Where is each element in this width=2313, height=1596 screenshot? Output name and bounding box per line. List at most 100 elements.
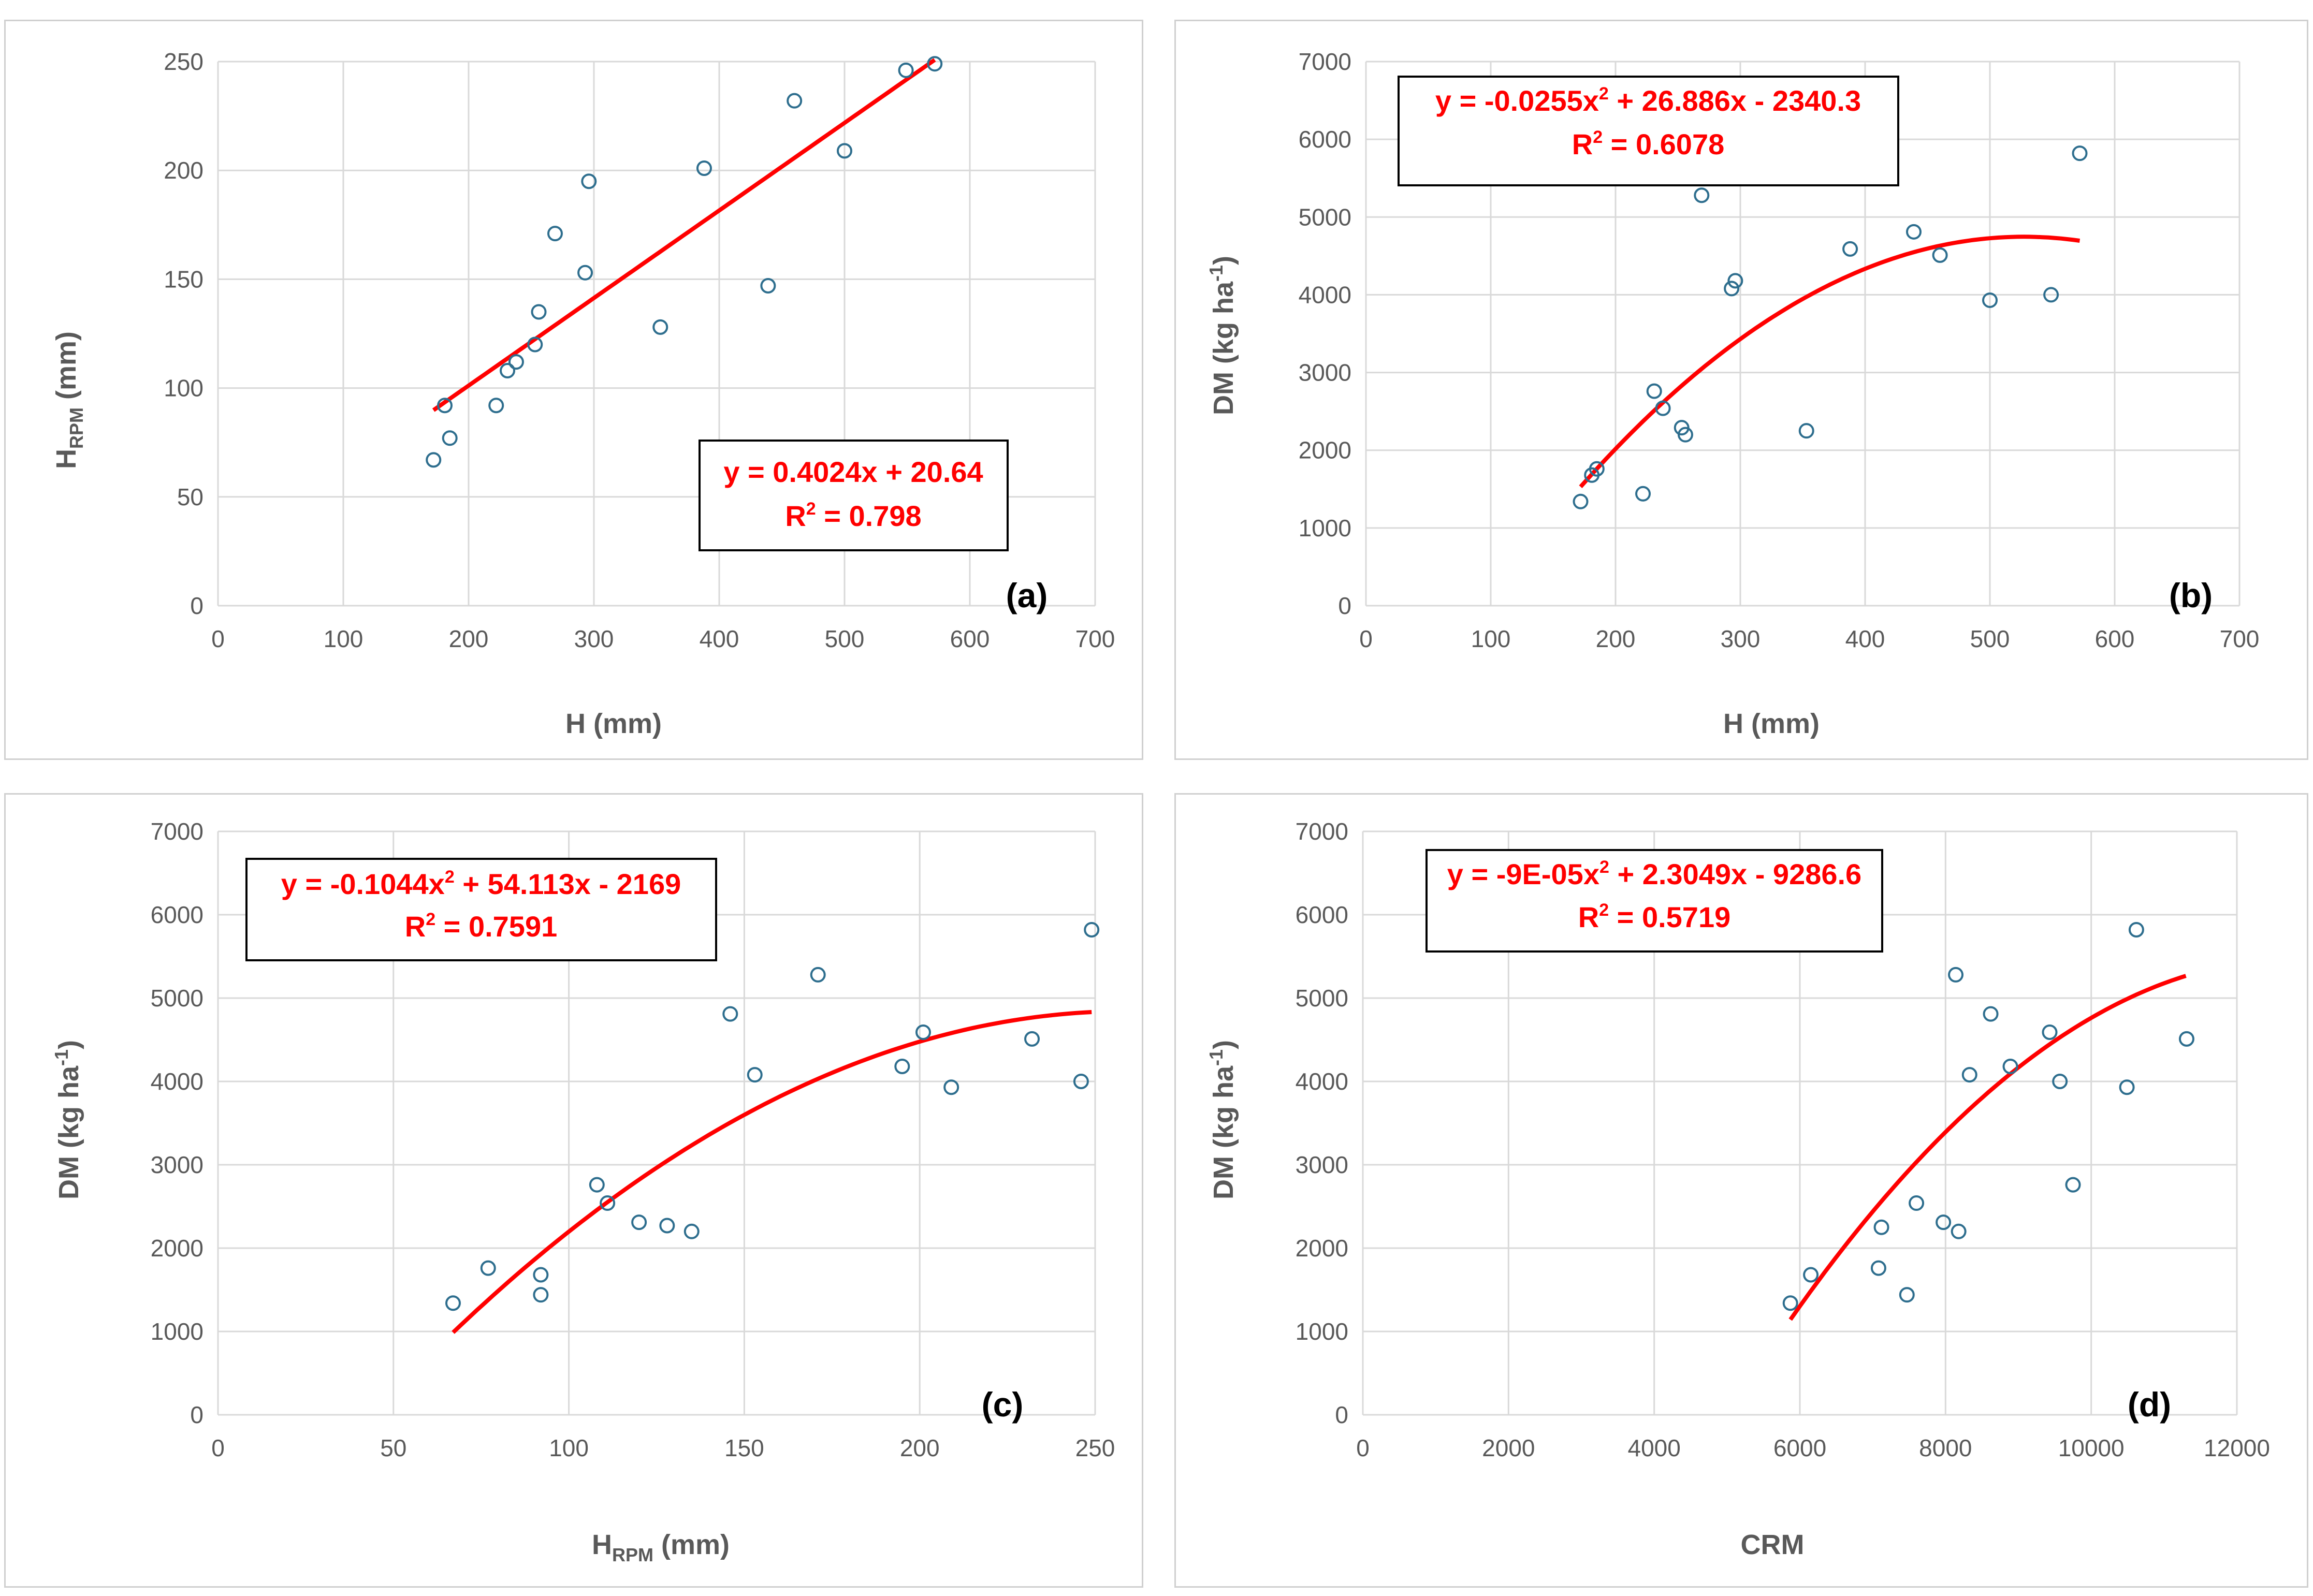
r-squared-c: R2 = 0.7591 (405, 910, 557, 943)
y-tick-label: 6000 (1296, 901, 1348, 928)
y-tick-label: 0 (1335, 1401, 1348, 1428)
data-point (1589, 461, 1605, 477)
x-tick-label: 0 (1356, 1434, 1370, 1461)
x-tick-label: 600 (2095, 625, 2135, 652)
y-tick-label: 2000 (1299, 437, 1351, 464)
y-tick-label: 3000 (1299, 359, 1351, 386)
y-tick-label: 7000 (1296, 818, 1348, 845)
data-point (1677, 427, 1693, 443)
y-tick-label: 250 (164, 48, 203, 75)
y-axis-label-d: DM (kg ha-1) (1205, 1040, 1239, 1199)
data-point (927, 56, 943, 72)
data-point (722, 1006, 738, 1022)
x-tick-label: 0 (211, 625, 225, 652)
y-tick-label: 6000 (1299, 126, 1351, 153)
data-point (577, 265, 593, 281)
data-point (480, 1260, 496, 1276)
data-point (2052, 1074, 2068, 1089)
data-point (1782, 1295, 1798, 1311)
x-tick-label: 200 (1596, 625, 1636, 652)
data-point (445, 1295, 461, 1311)
data-point (1842, 241, 1858, 257)
y-tick-label: 1000 (1296, 1318, 1348, 1345)
data-point (2119, 1079, 2135, 1095)
x-tick-label: 50 (380, 1434, 406, 1461)
panel-label-a: (a) (1006, 576, 1048, 614)
x-tick-label: 8000 (1919, 1434, 1972, 1461)
x-tick-label: 600 (950, 625, 990, 652)
data-point (810, 967, 826, 983)
chart-b: 0 1000 2000 3000 4000 5000 6000 7000 0 100 200 300 4… (1205, 48, 2260, 739)
data-point (1909, 1195, 1925, 1211)
data-point (1803, 1267, 1819, 1283)
x-axis-label-d: CRM (1741, 1529, 1805, 1560)
data-point (1635, 486, 1651, 502)
data-point (696, 160, 712, 176)
data-point (547, 226, 563, 242)
data-point (581, 173, 597, 189)
data-point (2178, 1031, 2194, 1047)
data-point (1905, 224, 1922, 240)
x-tick-label: 500 (825, 625, 865, 652)
ticks-d: 0 1000 2000 3000 4000 5000 6000 7000 0 2000 4000 60… (1296, 818, 2270, 1461)
data-point (527, 336, 543, 353)
equation-box-a (699, 440, 1009, 551)
data-point (631, 1214, 647, 1231)
equation-b: y = -0.0255x2 + 26.886x - 2340.3 (1435, 84, 1861, 117)
x-axis-label-b: H (mm) (1723, 708, 1820, 739)
y-tick-label: 0 (1338, 592, 1351, 619)
y-tick-label: 2000 (1296, 1235, 1348, 1262)
y-tick-label: 5000 (151, 985, 203, 1012)
chart-a: 0 50 100 150 200 250 0 100 200 300 400 500 600 700 H … (51, 48, 1115, 739)
data-point (1983, 1006, 1999, 1022)
data-point (898, 62, 914, 78)
y-axis-label-c: DM (kg ha-1) (51, 1040, 84, 1199)
data-point (1899, 1287, 1915, 1303)
data-point (1573, 493, 1589, 509)
x-tick-label: 700 (1075, 625, 1115, 652)
data-point (508, 354, 524, 370)
x-tick-label: 700 (2220, 625, 2260, 652)
data-point (747, 1067, 763, 1083)
x-tick-label: 10000 (2058, 1434, 2125, 1461)
data-point (2042, 1024, 2058, 1041)
x-axis-label-c: HRPM (mm) (592, 1529, 730, 1565)
data-point (760, 278, 776, 294)
data-point (1948, 967, 1964, 983)
trendline-b (1579, 235, 2081, 488)
data-point (1084, 921, 1100, 938)
data-point (533, 1287, 549, 1303)
equation-c: y = -0.1044x2 + 54.113x - 2169 (281, 867, 681, 900)
x-tick-label: 12000 (2204, 1434, 2270, 1461)
chart-panel-b: 0 1000 2000 3000 4000 5000 6000 7000 0 100 200 300 4… (1174, 20, 2308, 760)
x-tick-label: 100 (1471, 625, 1511, 652)
x-axis-label-a: H (mm) (565, 708, 662, 739)
data-point (1798, 423, 1814, 439)
y-axis-label-b: DM (kg ha-1) (1205, 256, 1239, 415)
x-tick-label: 150 (724, 1434, 764, 1461)
data-point (915, 1024, 931, 1041)
data-point (1655, 400, 1671, 416)
x-tick-label: 200 (900, 1434, 940, 1461)
trendline-d (1788, 974, 2187, 1321)
data-point (1951, 1223, 1967, 1239)
data-point (437, 398, 453, 414)
y-tick-label: 7000 (1299, 48, 1351, 75)
chart-panel-d: 0 1000 2000 3000 4000 5000 6000 7000 0 2000 4000 60… (1174, 793, 2308, 1588)
x-tick-label: 0 (1359, 625, 1373, 652)
r-squared-d: R2 = 0.5719 (1578, 900, 1730, 933)
equation-box-d (1425, 849, 1883, 953)
y-axis-label-a: HRPM (mm) (51, 331, 87, 469)
trendline-a (432, 58, 936, 412)
y-tick-label: 4000 (151, 1068, 203, 1095)
points-a (426, 56, 943, 468)
equation-box-b (1398, 76, 1899, 186)
equation-a: y = 0.4024x + 20.64 (723, 456, 983, 488)
y-tick-label: 0 (190, 592, 203, 619)
data-point (787, 93, 803, 109)
data-point (589, 1177, 605, 1193)
points-d (1782, 921, 2194, 1311)
y-tick-label: 150 (164, 266, 203, 292)
data-point (500, 362, 516, 378)
panel-label-d: (d) (2128, 1385, 2171, 1424)
